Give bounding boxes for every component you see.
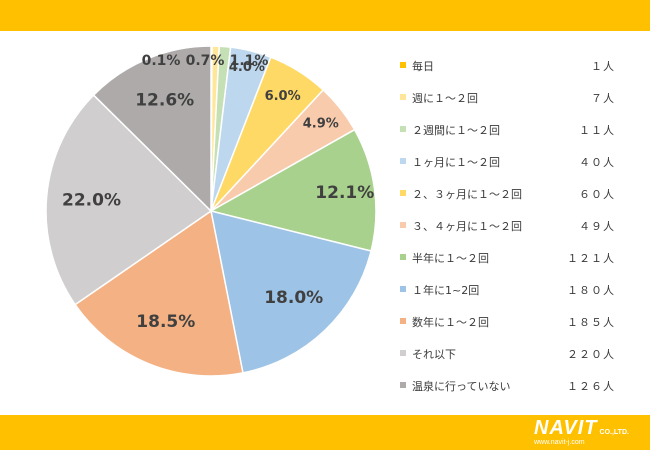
legend-swatch <box>400 350 406 356</box>
slice-percent-label: 4.9% <box>303 117 339 132</box>
legend-label: それ以下 <box>412 348 456 361</box>
legend-label: 半年に１～２回 <box>412 252 489 265</box>
legend-count: １人 <box>591 60 615 73</box>
legend-count: １２６人 <box>567 380 615 393</box>
legend-item: ２、３ヶ月に１～２回 ６０人 <box>400 186 615 218</box>
logo-wordmark: NAVIT <box>534 417 598 439</box>
legend-swatch <box>400 286 406 292</box>
legend-item: 温泉に行っていない １２６人 <box>400 378 615 410</box>
legend-label: 週に１～２回 <box>412 92 478 105</box>
legend-label: ３、４ヶ月に１～２回 <box>412 220 522 233</box>
slice-percent-label: 18.0% <box>264 288 323 308</box>
slice-percent-label: 18.5% <box>136 312 195 332</box>
pie-slice <box>92 45 212 213</box>
slice-percent-label: 12.1% <box>315 183 374 203</box>
pie-slice <box>74 209 244 377</box>
legend-swatch <box>400 94 406 100</box>
pie-slice <box>45 93 213 306</box>
company-logo: NAVIT CO.,LTD. www.navit-j.com <box>534 418 634 448</box>
slice-percent-label: 0.7% <box>186 53 225 69</box>
legend-swatch <box>400 254 406 260</box>
legend-item: 毎日 １人 <box>400 58 615 90</box>
logo-suffix: CO.,LTD. <box>599 429 629 436</box>
legend-swatch <box>400 190 406 196</box>
slice-percent-label: 4.0% <box>229 60 265 75</box>
legend-label: １ヶ月に１～２回 <box>412 156 500 169</box>
legend-label: 毎日 <box>412 60 434 73</box>
legend-swatch <box>400 158 406 164</box>
legend-label: ２、３ヶ月に１～２回 <box>412 188 522 201</box>
legend-count: ４０人 <box>579 156 615 169</box>
legend-label: 温泉に行っていない <box>412 380 511 393</box>
legend-label: １年に1~2回 <box>412 284 480 297</box>
slice-percent-label: 0.1% <box>142 53 181 69</box>
legend-swatch <box>400 62 406 68</box>
slice-percent-label: 6.0% <box>265 89 301 104</box>
legend-item: 半年に１～２回 １２１人 <box>400 250 615 282</box>
legend-count: １８０人 <box>567 284 615 297</box>
legend-item: ２週間に１～２回 １１人 <box>400 122 615 154</box>
legend-item: ３、４ヶ月に１～２回 ４９人 <box>400 218 615 250</box>
pie-chart: 0.1% 0.7% 1.1%4.0%6.0%4.9% 12.1% 18.0% 18.5% 2… <box>45 45 377 377</box>
bottom-band <box>0 415 650 450</box>
legend-label: 数年に１～２回 <box>412 316 489 329</box>
legend-count: ２２０人 <box>567 348 615 361</box>
legend-swatch <box>400 126 406 132</box>
legend-count: １２１人 <box>567 252 615 265</box>
legend-item: １年に1~2回 １８０人 <box>400 282 615 314</box>
top-band <box>0 0 650 31</box>
legend: 毎日 １人週に１～２回 ７人 ２週間に１～２回 １１人 １ヶ月に１～２回 ４０人 ２、３ヶ月に… <box>400 58 615 410</box>
slice-percent-label: 12.6% <box>135 90 194 110</box>
legend-count: ７人 <box>591 92 615 105</box>
legend-swatch <box>400 382 406 388</box>
legend-count: ６０人 <box>579 188 615 201</box>
legend-swatch <box>400 222 406 228</box>
legend-item: それ以下 ２２０人 <box>400 346 615 378</box>
slice-percent-label: 22.0% <box>62 191 121 211</box>
pie-slice <box>210 209 372 374</box>
legend-swatch <box>400 318 406 324</box>
legend-label: ２週間に１～２回 <box>412 124 500 137</box>
legend-item: 週に１～２回 ７人 <box>400 90 615 122</box>
legend-count: １１人 <box>579 124 615 137</box>
logo-url: www.navit-j.com <box>534 439 585 446</box>
legend-count: １８５人 <box>567 316 615 329</box>
legend-item: １ヶ月に１～２回 ４０人 <box>400 154 615 186</box>
legend-count: ４９人 <box>579 220 615 233</box>
legend-item: 数年に１～２回 １８５人 <box>400 314 615 346</box>
slice-percent-label: 1.1% <box>230 53 269 69</box>
